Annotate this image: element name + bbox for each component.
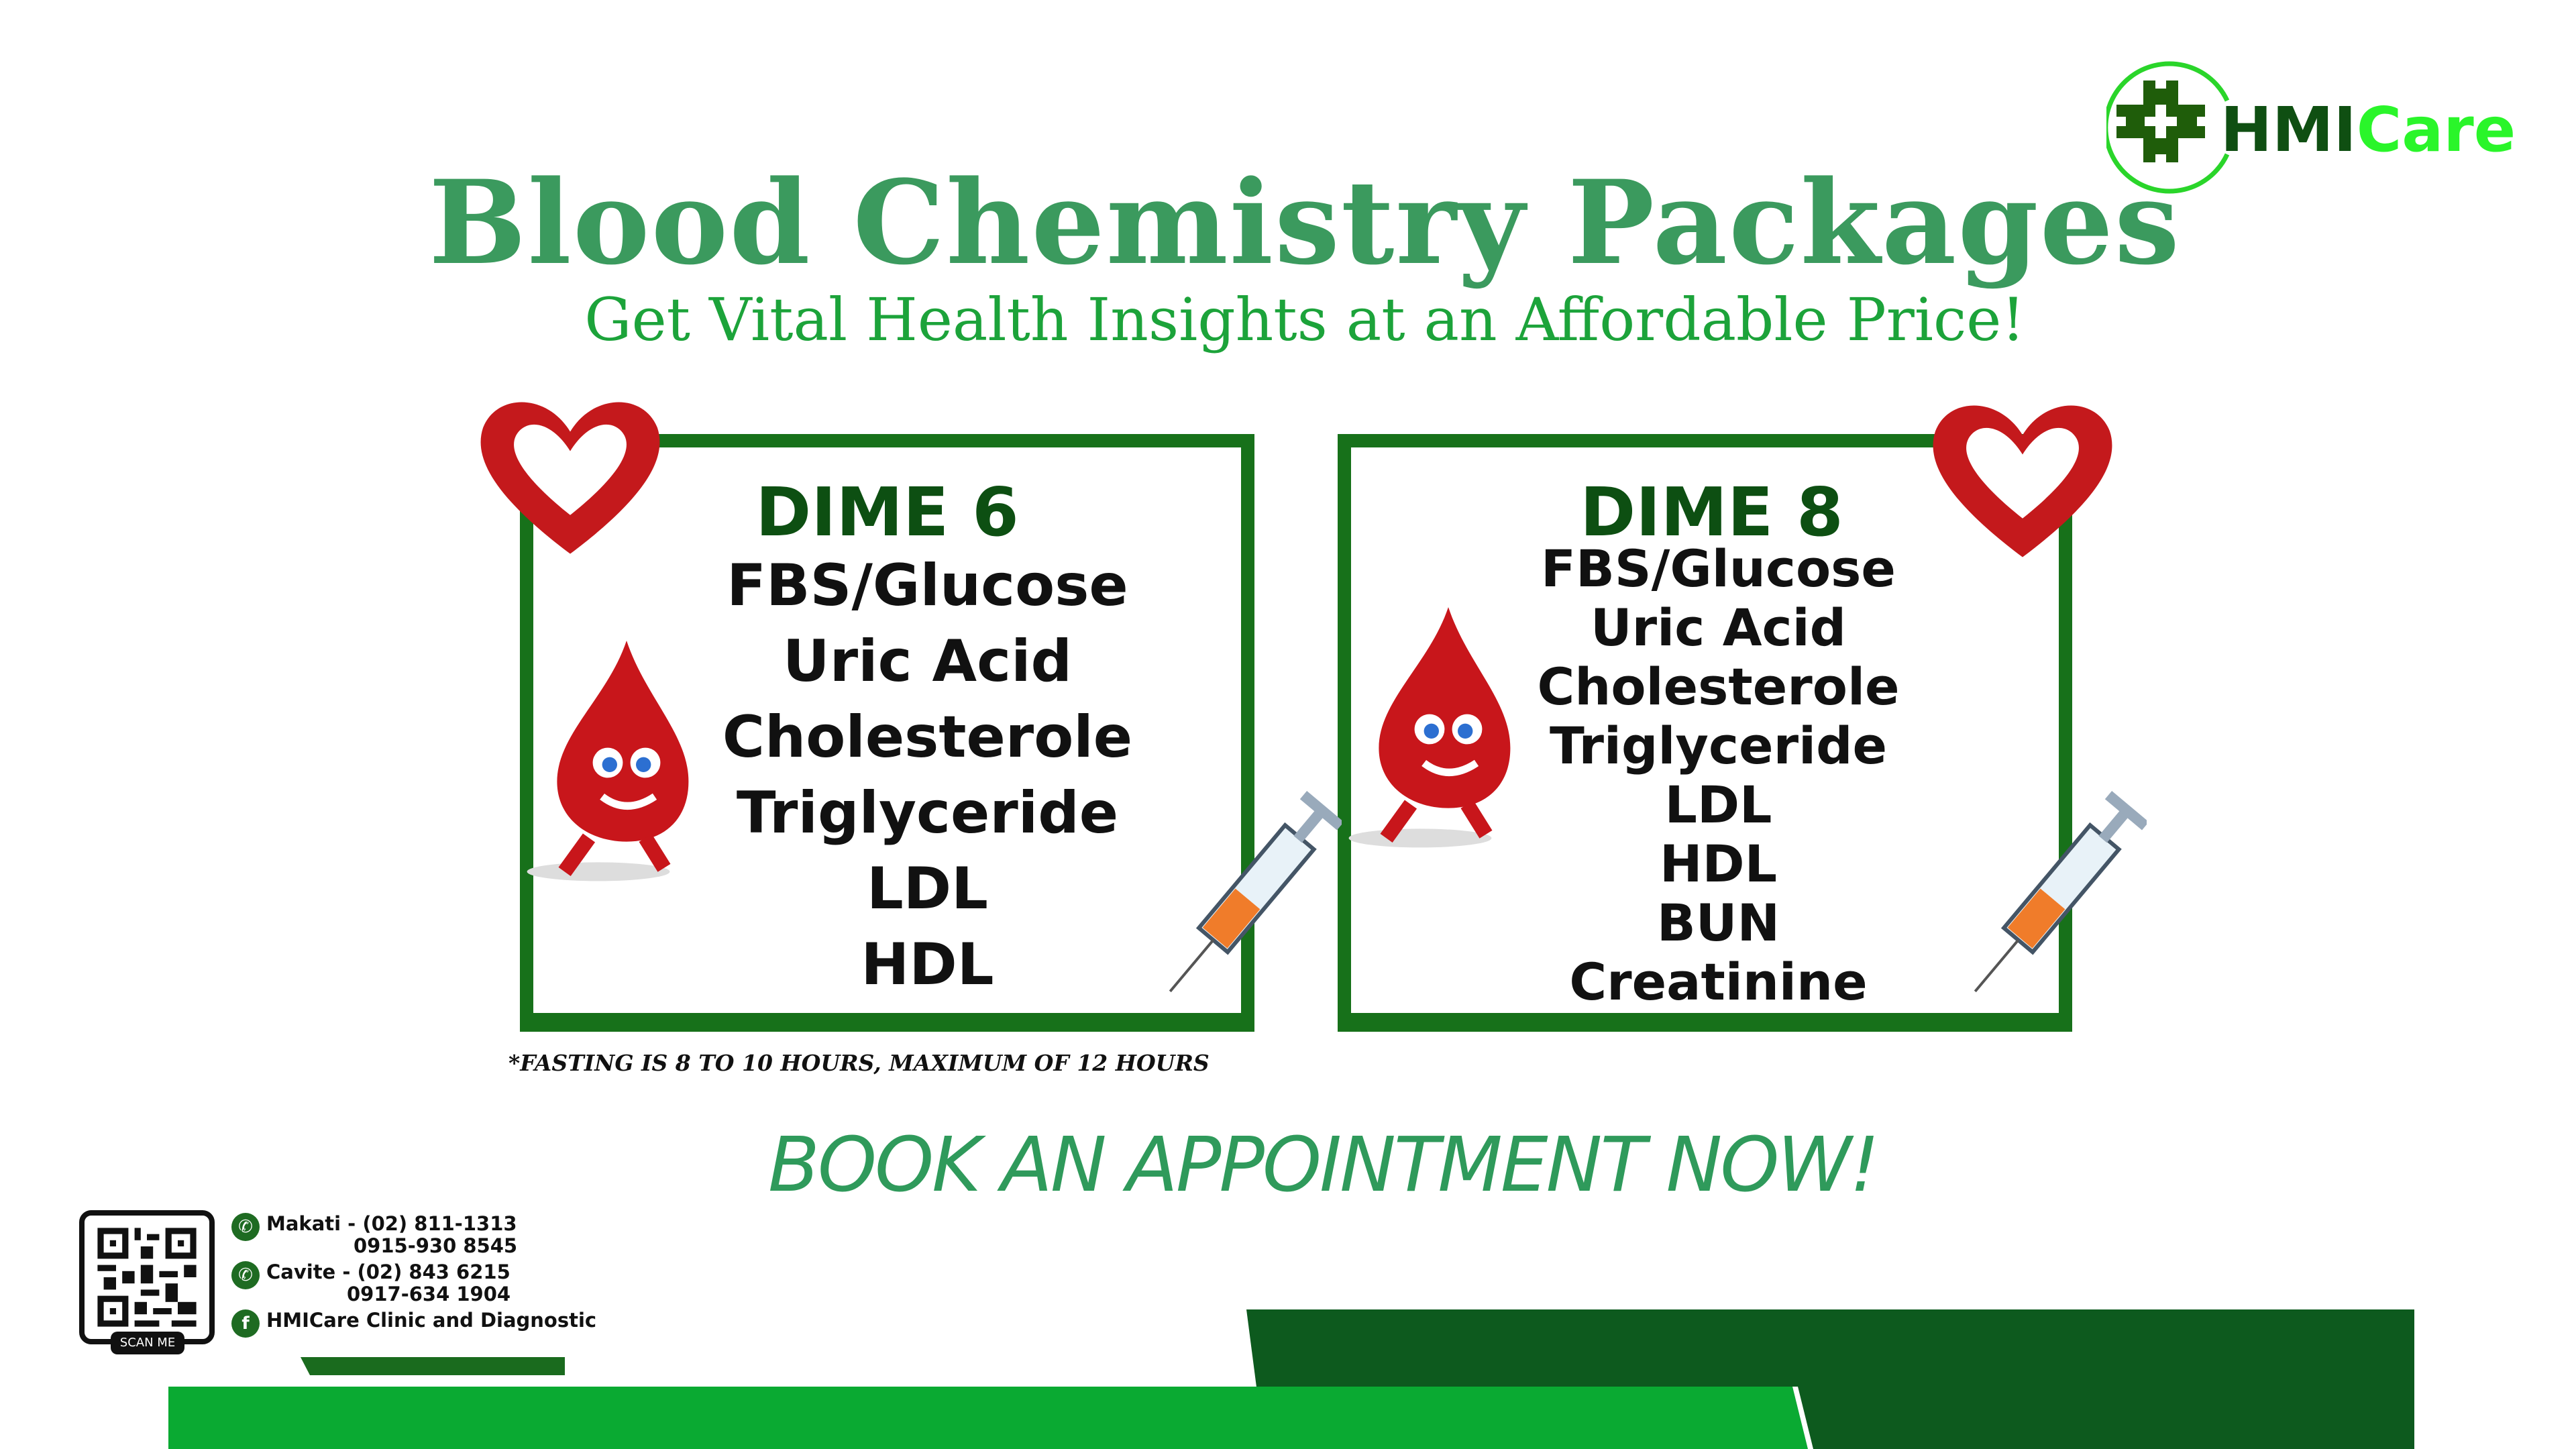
logo-text-dark: HMI xyxy=(2220,94,2357,166)
contact-info: ✆ Makati - (02) 811-1313 0915-930 8545 ✆ … xyxy=(231,1213,596,1342)
test-item: Triglyceride xyxy=(736,780,1119,847)
makati-mobile[interactable]: 0915-930 8545 xyxy=(354,1234,518,1257)
book-appointment-cta[interactable]: BOOK AN APPOINTMENT NOW! xyxy=(768,1122,1880,1209)
qr-code-icon xyxy=(97,1228,197,1327)
test-item: HDL xyxy=(861,931,994,998)
test-item: Cholesterole xyxy=(722,704,1133,771)
test-item: Creatinine xyxy=(1569,952,1868,1012)
heart-icon xyxy=(480,402,660,554)
blood-drop-mascot-icon xyxy=(527,641,689,881)
test-item: HDL xyxy=(1659,834,1778,894)
cavite-mobile[interactable]: 0917-634 1904 xyxy=(347,1283,511,1305)
scan-me-label: SCAN ME xyxy=(111,1332,184,1354)
page-subtitle: Get Vital Health Insights at an Affordab… xyxy=(584,285,2025,354)
package-name: DIME 8 xyxy=(1580,473,1843,551)
test-list: FBS/Glucose Uric Acid Cholesterole Trigl… xyxy=(1351,539,2059,1012)
package-name: DIME 6 xyxy=(755,473,1019,551)
package-card-dime-6: DIME 6 FBS/Glucose Uric Acid Cholesterol… xyxy=(520,434,1254,1032)
dark-green-block xyxy=(1246,1309,2414,1449)
test-item: Triglyceride xyxy=(1549,716,1888,775)
phone-icon: ✆ xyxy=(231,1261,260,1289)
cross-emblem-icon xyxy=(2116,80,2205,162)
test-item: Uric Acid xyxy=(782,628,1073,695)
fasting-note: *FASTING IS 8 TO 10 HOURS, MAXIMUM OF 12… xyxy=(508,1050,1210,1076)
test-item: BUN xyxy=(1656,893,1780,953)
facebook-page[interactable]: HMICare Clinic and Diagnostic xyxy=(266,1309,597,1332)
test-item: LDL xyxy=(1664,775,1772,835)
phone-icon: ✆ xyxy=(231,1213,260,1241)
facebook-icon: f xyxy=(231,1309,260,1338)
logo-text-light: Care xyxy=(2356,94,2516,166)
hmicare-logo xyxy=(2106,61,2230,194)
heart-icon xyxy=(1933,405,2112,557)
logo-wordmark: HMICare xyxy=(2220,94,2516,166)
makati-phone[interactable]: Makati - (02) 811-1313 xyxy=(266,1212,517,1235)
syringe-icon xyxy=(1169,790,1342,993)
page-title: Blood Chemistry Packages xyxy=(429,154,2181,290)
test-item: Cholesterole xyxy=(1537,657,1900,716)
test-item: Uric Acid xyxy=(1590,598,1847,657)
small-dark-bar xyxy=(301,1357,565,1375)
test-item: LDL xyxy=(867,855,988,922)
syringe-icon xyxy=(1974,790,2147,993)
qr-code[interactable] xyxy=(79,1210,215,1344)
test-item: FBS/Glucose xyxy=(727,552,1128,619)
bright-green-bar xyxy=(168,1387,1808,1449)
cavite-phone[interactable]: Cavite - (02) 843 6215 xyxy=(266,1260,511,1283)
test-list: FBS/Glucose Uric Acid Cholesterole Trigl… xyxy=(533,548,1241,1003)
test-item: FBS/Glucose xyxy=(1541,539,1896,598)
blood-drop-mascot-icon xyxy=(1348,607,1511,848)
